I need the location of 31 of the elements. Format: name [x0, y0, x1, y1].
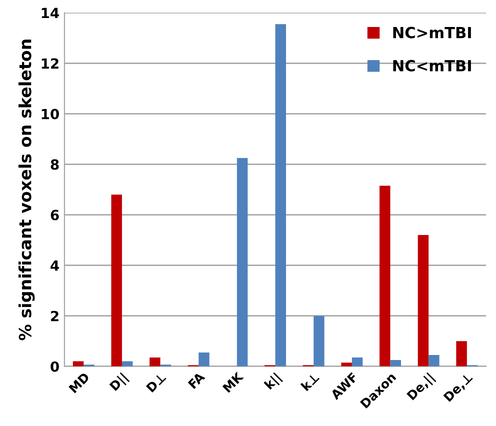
bar [314, 316, 324, 366]
x-tick-label: k⊥ [300, 372, 320, 392]
x-tick-label: k|| [264, 372, 283, 392]
bar [198, 352, 210, 366]
bar [341, 362, 352, 366]
bar [111, 194, 122, 366]
bar [236, 158, 248, 366]
y-tick-label: 2 [51, 310, 58, 322]
x-tick-label: FA [188, 372, 206, 389]
bar [428, 354, 440, 366]
bar [352, 358, 363, 366]
bar [456, 341, 467, 366]
y-axis-title: % significant voxels on skeleton [18, 40, 35, 340]
bar [150, 358, 160, 366]
bar [380, 186, 390, 366]
bar [390, 360, 401, 366]
y-tick-label: 8 [50, 159, 59, 170]
x-tick-label: D|| [108, 372, 130, 394]
legend-label: NC>mTBI [393, 26, 471, 38]
y-tick-label: 6 [50, 210, 59, 220]
y-tick-label: 12 [42, 58, 58, 69]
y-tick-label: 0 [50, 361, 59, 372]
bar [275, 24, 286, 366]
legend-label: NC<mTBI [393, 60, 471, 72]
x-tick-label: MD [68, 372, 90, 394]
x-tick-label: D⊥ [146, 372, 166, 393]
x-tick-label: MK [222, 371, 244, 393]
y-tick-label: 14 [42, 8, 59, 18]
bar [418, 235, 429, 366]
y-tick-label: 10 [42, 108, 59, 120]
y-tick-label: 4 [50, 260, 59, 271]
